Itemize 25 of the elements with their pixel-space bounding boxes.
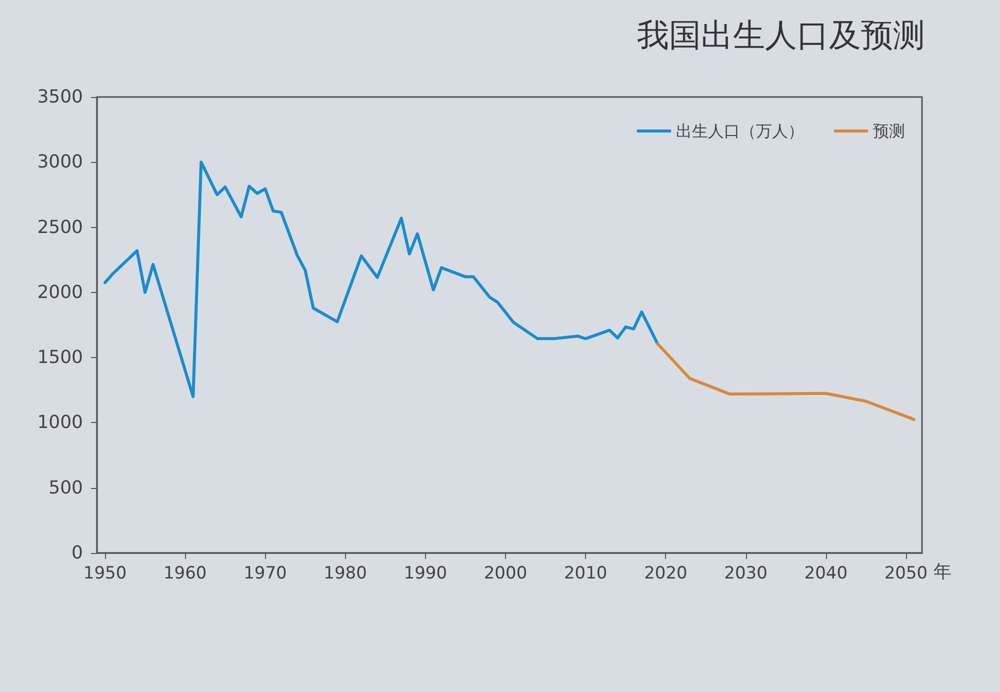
chart-title: 我国出生人口及预测 xyxy=(637,16,925,54)
x-tick-label: 1960 xyxy=(163,564,207,584)
y-tick-label: 500 xyxy=(48,477,83,498)
y-tick-label: 2500 xyxy=(37,216,83,238)
line-series xyxy=(656,342,916,421)
y-tick-label: 1000 xyxy=(37,412,83,434)
y-tick-label: 0 xyxy=(72,542,83,564)
legend-label: 预测 xyxy=(873,122,905,140)
x-tick-label: 1950 xyxy=(83,564,127,584)
x-tick-label: 2030 xyxy=(724,564,768,584)
x-tick-label: 2000 xyxy=(484,564,528,584)
x-tick-label: 1980 xyxy=(324,564,367,584)
x-tick-label: 2010 xyxy=(564,564,608,584)
legend-label: 出生人口（万人） xyxy=(676,122,804,140)
x-axis-title: 年 xyxy=(934,562,952,582)
y-tick-label: 3500 xyxy=(37,86,83,108)
x-tick-label: 2040 xyxy=(804,564,848,584)
line-series xyxy=(104,160,660,398)
x-tick-label: 2020 xyxy=(644,564,688,584)
x-tick-label: 1990 xyxy=(404,564,448,584)
x-tick-label: 1970 xyxy=(244,564,287,584)
y-tick-label: 2000 xyxy=(37,282,83,303)
x-tick-label: 2050 xyxy=(884,564,928,584)
y-tick-label: 3000 xyxy=(37,152,83,173)
y-tick-label: 1500 xyxy=(37,347,83,368)
